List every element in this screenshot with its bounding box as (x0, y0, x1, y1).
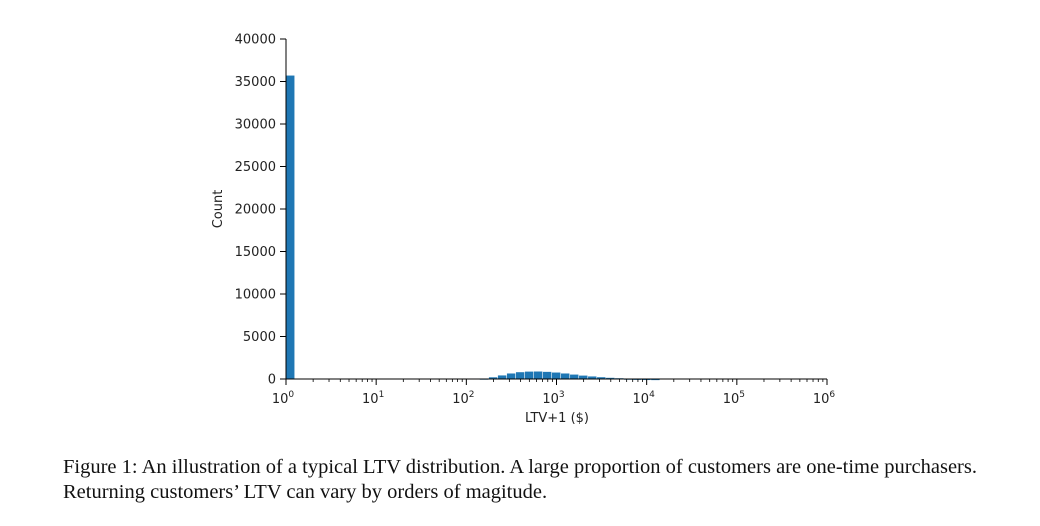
histogram-bar (506, 373, 516, 379)
y-tick-label: 40000 (235, 33, 276, 48)
histogram-bar (286, 75, 295, 380)
histogram-bar (515, 372, 525, 379)
y-tick-label: 25000 (235, 160, 276, 175)
x-tick-label: 104 (633, 390, 656, 407)
x-tick-label: 105 (723, 390, 745, 407)
x-tick-label: 103 (542, 390, 564, 407)
histogram-bar (542, 371, 552, 379)
y-tick-label: 0 (268, 373, 276, 388)
histogram-bar (597, 377, 606, 379)
x-tick-label: 102 (452, 390, 474, 407)
x-tick-label: 106 (813, 390, 836, 407)
histogram-bar (488, 377, 498, 379)
y-tick-label: 10000 (235, 288, 276, 303)
histogram-bar (524, 371, 534, 379)
x-axis: 100 101 102 103 104 105 106 (272, 378, 836, 407)
histogram-bar (561, 373, 570, 379)
histogram-bar (551, 372, 561, 379)
histogram-bars (286, 75, 660, 381)
y-tick-label: 20000 (235, 203, 276, 218)
y-axis-label: Count (211, 190, 226, 229)
histogram-bar (579, 375, 588, 379)
histogram-bar (497, 375, 507, 379)
y-tick-label: 35000 (235, 75, 276, 90)
x-tick-label: 100 (272, 390, 295, 407)
figure-caption: Figure 1: An illustration of a typical L… (63, 456, 977, 503)
histogram-bar (588, 376, 597, 379)
y-tick-label: 5000 (243, 330, 276, 345)
histogram-bar (570, 374, 579, 379)
x-axis-label: LTV+1 ($) (525, 411, 589, 426)
y-tick-label: 15000 (235, 245, 276, 260)
histogram-bar (533, 371, 543, 379)
histogram-bar (606, 377, 615, 380)
histogram-bar (651, 378, 660, 381)
ltv-histogram: 0 5000 10000 15000 20000 25000 30000 35000 40000… (211, 33, 836, 427)
y-tick-label: 30000 (235, 118, 276, 133)
x-tick-label: 101 (362, 390, 384, 407)
y-axis: 0 5000 10000 15000 20000 25000 30000 35000 40000 (235, 33, 287, 388)
